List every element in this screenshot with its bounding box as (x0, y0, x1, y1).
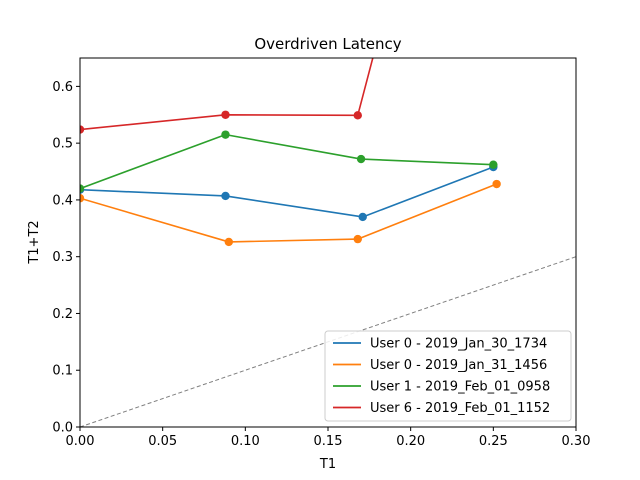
legend-entry: User 6 - 2019_Feb_01_1152 (370, 401, 550, 416)
data-point (221, 130, 230, 139)
data-point (221, 191, 230, 201)
y-tick-label: 0.4 (52, 193, 73, 208)
y-tick-label: 0.0 (52, 421, 73, 436)
chart-title: Overdriven Latency (254, 35, 401, 53)
legend-entry: User 0 - 2019_Jan_30_1734 (370, 337, 547, 352)
data-point (356, 154, 366, 164)
y-tick-label: 0.1 (52, 364, 73, 379)
series-line-3 (80, 58, 374, 131)
x-tick-label: 0.25 (479, 434, 508, 449)
y-tick-label: 0.2 (52, 307, 73, 322)
series-line-2 (80, 133, 494, 190)
x-tick-label: 0.30 (562, 434, 591, 449)
data-point (353, 111, 362, 120)
series-line-1 (80, 183, 497, 243)
y-axis-label: T1+T2 (27, 220, 42, 264)
legend-entry: User 1 - 2019_Feb_01_0958 (370, 380, 550, 395)
x-tick-label: 0.20 (396, 434, 425, 449)
x-axis-label: T1 (319, 457, 336, 472)
legend-entry: User 0 - 2019_Jan_31_1456 (370, 358, 547, 373)
y-tick-label: 0.5 (52, 137, 73, 152)
y-tick-label: 0.6 (52, 80, 73, 95)
x-tick-label: 0.10 (231, 434, 260, 449)
data-point (358, 212, 367, 222)
data-point (224, 237, 233, 247)
legend-box (324, 330, 572, 422)
data-point (80, 194, 85, 203)
data-point (80, 125, 85, 134)
x-tick-label: 0.00 (66, 434, 95, 449)
data-point (353, 234, 362, 244)
data-point (80, 184, 85, 193)
plot-area (80, 58, 576, 427)
legend: User 0 - 2019_Jan_30_1734 User 0 - 2019_J… (324, 330, 572, 422)
y-tick-label: 0.3 (52, 250, 73, 265)
axes: 0.00 0.05 0.10 0.15 0.20 0.25 0.30 0.0 0.1 0.2 0.3… (52, 57, 591, 449)
series-line-0 (80, 166, 494, 218)
data-point (221, 110, 230, 119)
data-point (489, 160, 498, 169)
x-tick-label: 0.05 (148, 434, 177, 449)
x-tick-label: 0.15 (314, 434, 343, 449)
data-point (492, 179, 501, 189)
